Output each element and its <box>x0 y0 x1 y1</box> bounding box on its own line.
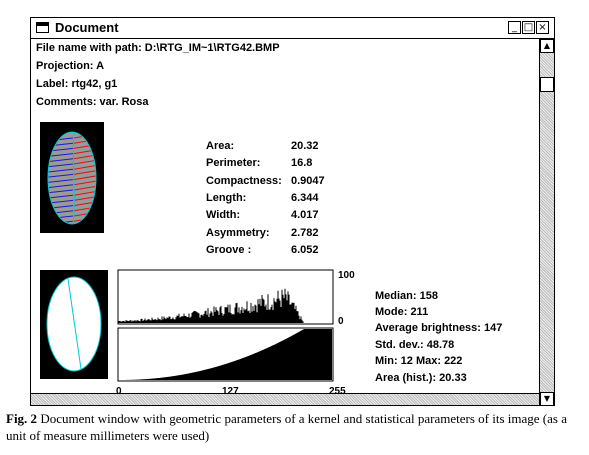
geometry-label: Perimeter: <box>206 157 261 170</box>
contour-axis-line <box>67 278 82 370</box>
close-button[interactable]: × <box>536 21 549 34</box>
x-tick-label-0: 0 <box>116 386 122 397</box>
kernel-outline <box>47 131 97 225</box>
kernel-blue-line <box>48 189 74 194</box>
label-text: Label: rtg42, g1 <box>36 78 118 90</box>
mode-text: Mode: 211 <box>375 306 429 318</box>
contour-image <box>40 270 108 379</box>
caption-text: Document window with geometric parameter… <box>6 411 567 443</box>
geometry-label: Width: <box>206 209 241 222</box>
file-path-text: File name with path: D:\RTG_IM~1\RTG42.B… <box>36 42 280 54</box>
area-hist-text: Area (hist.): 20.33 <box>375 372 467 384</box>
kernel-blue-line <box>48 179 74 184</box>
geometry-label: Area: <box>206 140 235 152</box>
comments-text: Comments: var. Rosa <box>36 96 149 108</box>
title-bar[interactable]: Document _ □ × <box>31 18 554 39</box>
scroll-up-button[interactable]: ▲ <box>540 39 554 53</box>
kernel-red-line <box>73 175 96 181</box>
geometry-value: 4.017 <box>291 209 319 222</box>
scroll-thumb[interactable] <box>540 77 554 92</box>
kernel-red-line <box>73 190 96 196</box>
geometry-label: Length: <box>206 191 247 204</box>
horizontal-scrollbar[interactable] <box>31 393 539 405</box>
contour-image-svg <box>46 276 102 372</box>
histogram-charts: 100 0 0 127 255 <box>116 269 355 397</box>
kernel-red-line <box>73 185 96 191</box>
geometry-value: 6.052 <box>291 243 319 256</box>
maximize-button[interactable]: □ <box>522 21 535 34</box>
kernel-red-line <box>73 180 96 186</box>
figure-caption: Fig. 2 Document window with geometric pa… <box>6 410 586 444</box>
x-tick-label-255: 255 <box>329 386 346 397</box>
geometry-label: Groove : <box>206 243 252 256</box>
histogram-ymin-label: 0 <box>338 316 344 327</box>
kernel-blue-line <box>48 168 74 173</box>
std-dev-text: Std. dev.: 48.78 <box>375 339 455 351</box>
geometry-value: 0.9047 <box>291 174 325 187</box>
kernel-blue-line <box>48 163 74 168</box>
projection-text: Projection: A <box>36 60 105 72</box>
vertical-scrollbar[interactable]: ▲ ▼ <box>539 39 554 406</box>
geometry-value: 6.344 <box>291 191 319 204</box>
window-title: Document <box>55 20 119 35</box>
geometry-value: 20.32 <box>291 140 319 152</box>
histogram-ymax-label: 100 <box>338 270 355 281</box>
kernel-blue-line <box>48 173 74 178</box>
document-window: Document _ □ × File name with path: D:\R… <box>30 17 555 406</box>
scroll-down-button[interactable]: ▼ <box>540 392 554 406</box>
kernel-blue-line <box>48 158 74 163</box>
geometry-label: Asymmetry: <box>206 226 270 239</box>
kernel-image-svg <box>47 131 97 225</box>
kernel-red-line <box>73 169 96 175</box>
minimize-button[interactable]: _ <box>508 21 521 34</box>
caption-fig-label: Fig. 2 <box>6 411 38 426</box>
kernel-blue-line <box>48 184 74 189</box>
average-brightness-text: Average brightness: 147 <box>375 322 503 334</box>
document-content: File name with path: D:\RTG_IM~1\RTG42.B… <box>31 39 539 397</box>
histogram-bars <box>118 288 304 323</box>
min-max-text: Min: 12 Max: 222 <box>375 355 463 367</box>
kernel-red-line <box>73 164 96 170</box>
geometry-value: 16.8 <box>291 157 313 170</box>
geometry-label: Compactness: <box>206 174 282 187</box>
kernel-image <box>40 122 104 233</box>
document-icon <box>36 22 49 33</box>
median-text: Median: 158 <box>375 290 438 302</box>
x-tick-label-127: 127 <box>222 386 239 397</box>
geometry-value: 2.782 <box>291 226 319 239</box>
cumulative-area <box>119 329 332 380</box>
kernel-groove-line <box>72 131 75 225</box>
